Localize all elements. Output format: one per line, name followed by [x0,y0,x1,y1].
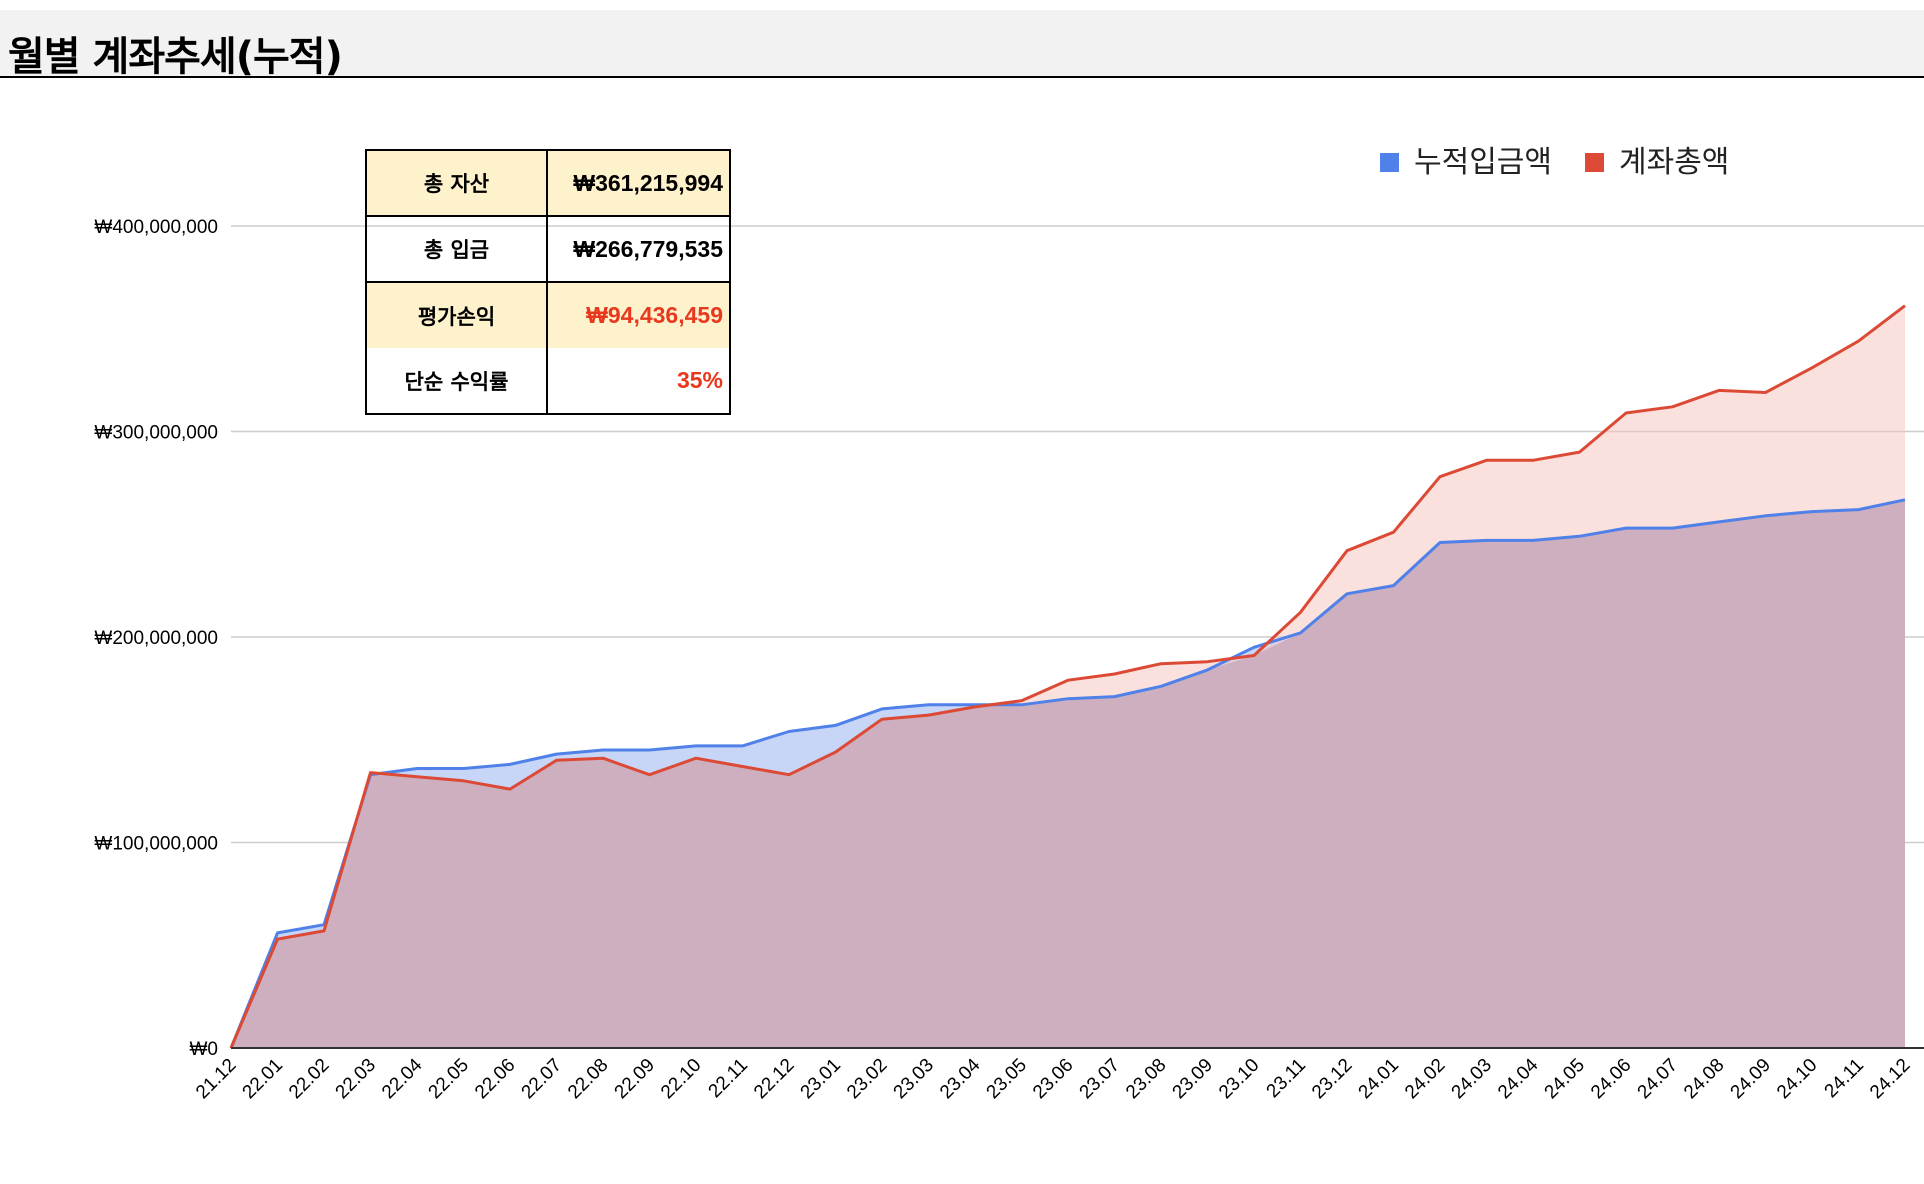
x-tick-label: 23.01 [797,1055,845,1103]
legend-label: 누적입금액 [1414,145,1552,180]
x-tick-label: 22.12 [750,1055,798,1103]
x-tick-label: 24.07 [1634,1055,1682,1103]
x-tick-label: 23.04 [936,1054,985,1103]
x-tick-label: 23.02 [843,1055,891,1103]
summary-label: 단순 수익률 [365,348,548,415]
summary-value: 35% [546,348,731,415]
summary-label: 평가손익 [365,281,548,348]
title-bar: 월별 계좌추세(누적) [0,10,1924,80]
area-overlap [231,499,1905,1048]
y-tick-labels: ₩0 ₩100,000,000 ₩200,000,000 ₩300,000,000 ₩4… [94,217,218,1060]
legend-swatch [1380,153,1399,172]
x-tick-label: 23.08 [1122,1055,1170,1103]
series-line-deposit [229,498,1906,1049]
x-tick-label: 22.03 [332,1055,380,1103]
summary-row-return-rate: 단순 수익률 35% [365,348,731,415]
x-tick-label: 24.02 [1401,1055,1449,1103]
x-tick-label: 22.08 [564,1055,612,1103]
area-layer [231,305,1905,1048]
x-tick-label: 22.04 [378,1054,427,1103]
x-tick-label: 23.05 [983,1055,1031,1103]
x-tick-label: 23.11 [1263,1055,1310,1102]
x-tick-label: 22.07 [518,1055,566,1103]
series-line-total [229,304,1906,1049]
x-tick-label: 24.03 [1448,1055,1496,1103]
summary-table: 총 자산 ₩361,215,994 총 입금 ₩266,779,535 평가손익… [365,149,731,415]
x-tick-label: 22.01 [239,1055,287,1103]
x-tick-label: 24.01 [1355,1055,1403,1103]
legend-label: 계좌총액 [1619,145,1729,180]
y-tick-label: ₩300,000,000 [94,423,218,444]
y-tick-label: ₩400,000,000 [94,217,218,238]
x-tick-label: 22.10 [657,1055,705,1103]
x-tick-label: 22.02 [285,1055,333,1103]
x-tick-label: 22.09 [611,1055,659,1103]
x-tick-label: 24.10 [1773,1055,1821,1103]
x-tick-label: 23.03 [890,1055,938,1103]
x-tick-label: 23.10 [1215,1055,1263,1103]
summary-row-valuation-gain: 평가손익 ₩94,436,459 [365,281,731,348]
summary-label: 총 자산 [365,149,548,216]
y-tick-label: ₩0 [190,1039,219,1060]
legend-swatch [1585,153,1604,172]
x-tick-label: 23.06 [1029,1055,1077,1103]
summary-row-total-deposit: 총 입금 ₩266,779,535 [365,215,731,282]
x-tick-label: 23.09 [1169,1055,1217,1103]
page-title: 월별 계좌추세(누적) [8,34,343,80]
summary-value: ₩361,215,994 [546,149,731,216]
x-tick-label: 22.11 [705,1055,752,1102]
x-tick-label: 24.05 [1541,1055,1589,1103]
x-tick-label: 23.12 [1308,1055,1356,1103]
x-tick-label: 24.09 [1727,1055,1775,1103]
x-tick-label: 21.12 [192,1055,240,1103]
x-tick-label: 22.05 [425,1055,473,1103]
x-tick-label: 24.04 [1494,1054,1543,1103]
x-tick-label: 24.08 [1680,1055,1728,1103]
summary-value: ₩94,436,459 [546,281,731,348]
legend: 누적입금액 계좌총액 [1380,145,1729,180]
y-tick-label: ₩200,000,000 [94,628,218,649]
summary-row-total-assets: 총 자산 ₩361,215,994 [365,149,731,216]
summary-value: ₩266,779,535 [546,215,731,282]
summary-label: 총 입금 [365,215,548,282]
x-tick-label: 24.11 [1821,1055,1868,1102]
x-tick-label: 22.06 [471,1055,519,1103]
x-tick-label: 24.12 [1866,1055,1914,1103]
line-layer [229,304,1906,1049]
x-tick-label: 23.07 [1076,1055,1124,1103]
y-tick-label: ₩100,000,000 [94,834,218,855]
x-tick-label: 24.06 [1587,1055,1635,1103]
x-tick-labels: 21.1222.0122.0222.0322.0422.0522.0622.07… [192,1054,1914,1103]
